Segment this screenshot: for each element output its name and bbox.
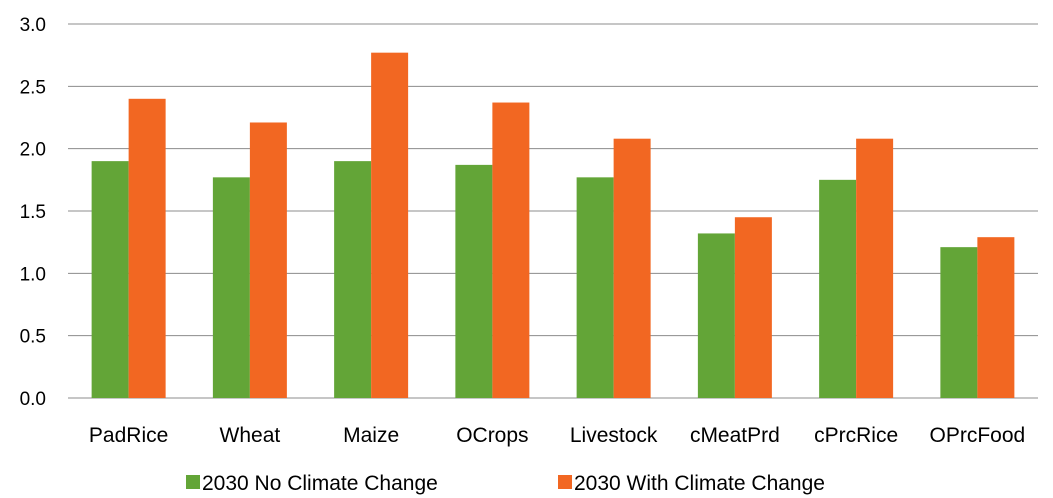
bar-no-climate-change: [940, 247, 978, 398]
bar-with-climate-change: [734, 217, 772, 398]
bar-no-climate-change: [819, 179, 857, 398]
x-tick-label: PadRice: [89, 424, 168, 447]
legend-label: 2030 No Climate Change: [202, 472, 438, 495]
bar-no-climate-change: [334, 161, 372, 398]
x-axis: PadRice Wheat Maize OCrops Livestock cMeatPrd…: [89, 424, 1025, 447]
x-tick-label: OCrops: [456, 424, 528, 447]
bar-no-climate-change: [697, 233, 735, 398]
bar-with-climate-change: [613, 138, 651, 398]
y-axis: 0.0 0.5 1.0 1.5 2.0 2.5 3.0: [20, 15, 46, 410]
x-tick-label: Livestock: [570, 424, 658, 447]
legend-label: 2030 With Climate Change: [574, 472, 825, 495]
y-tick-label: 0.5: [20, 327, 46, 348]
x-tick-label: cPrcRice: [814, 424, 898, 447]
x-tick-label: cMeatPrd: [690, 424, 780, 447]
bars: [91, 52, 1015, 399]
y-tick-label: 1.0: [20, 264, 46, 285]
y-tick-label: 0.0: [20, 389, 46, 410]
bar-with-climate-change: [856, 138, 894, 398]
bar-with-climate-change: [371, 52, 409, 398]
bar-no-climate-change: [91, 161, 129, 398]
y-tick-label: 3.0: [20, 15, 46, 36]
legend-swatch: [558, 475, 572, 489]
x-tick-label: Maize: [343, 424, 399, 447]
y-tick-label: 1.5: [20, 202, 46, 223]
x-tick-label: OPrcFood: [930, 424, 1026, 447]
bar-with-climate-change: [128, 98, 166, 399]
bar-no-climate-change: [455, 164, 493, 398]
bar-no-climate-change: [212, 177, 250, 398]
bar-no-climate-change: [576, 177, 614, 398]
y-tick-label: 2.5: [20, 77, 46, 98]
legend-swatch: [186, 475, 200, 489]
legend: 2030 No Climate Change 2030 With Climate …: [186, 472, 825, 495]
bar-with-climate-change: [249, 122, 287, 398]
bar-with-climate-change: [492, 102, 530, 398]
bar-with-climate-change: [977, 237, 1015, 398]
x-tick-label: Wheat: [220, 424, 281, 447]
y-tick-label: 2.0: [20, 140, 46, 161]
